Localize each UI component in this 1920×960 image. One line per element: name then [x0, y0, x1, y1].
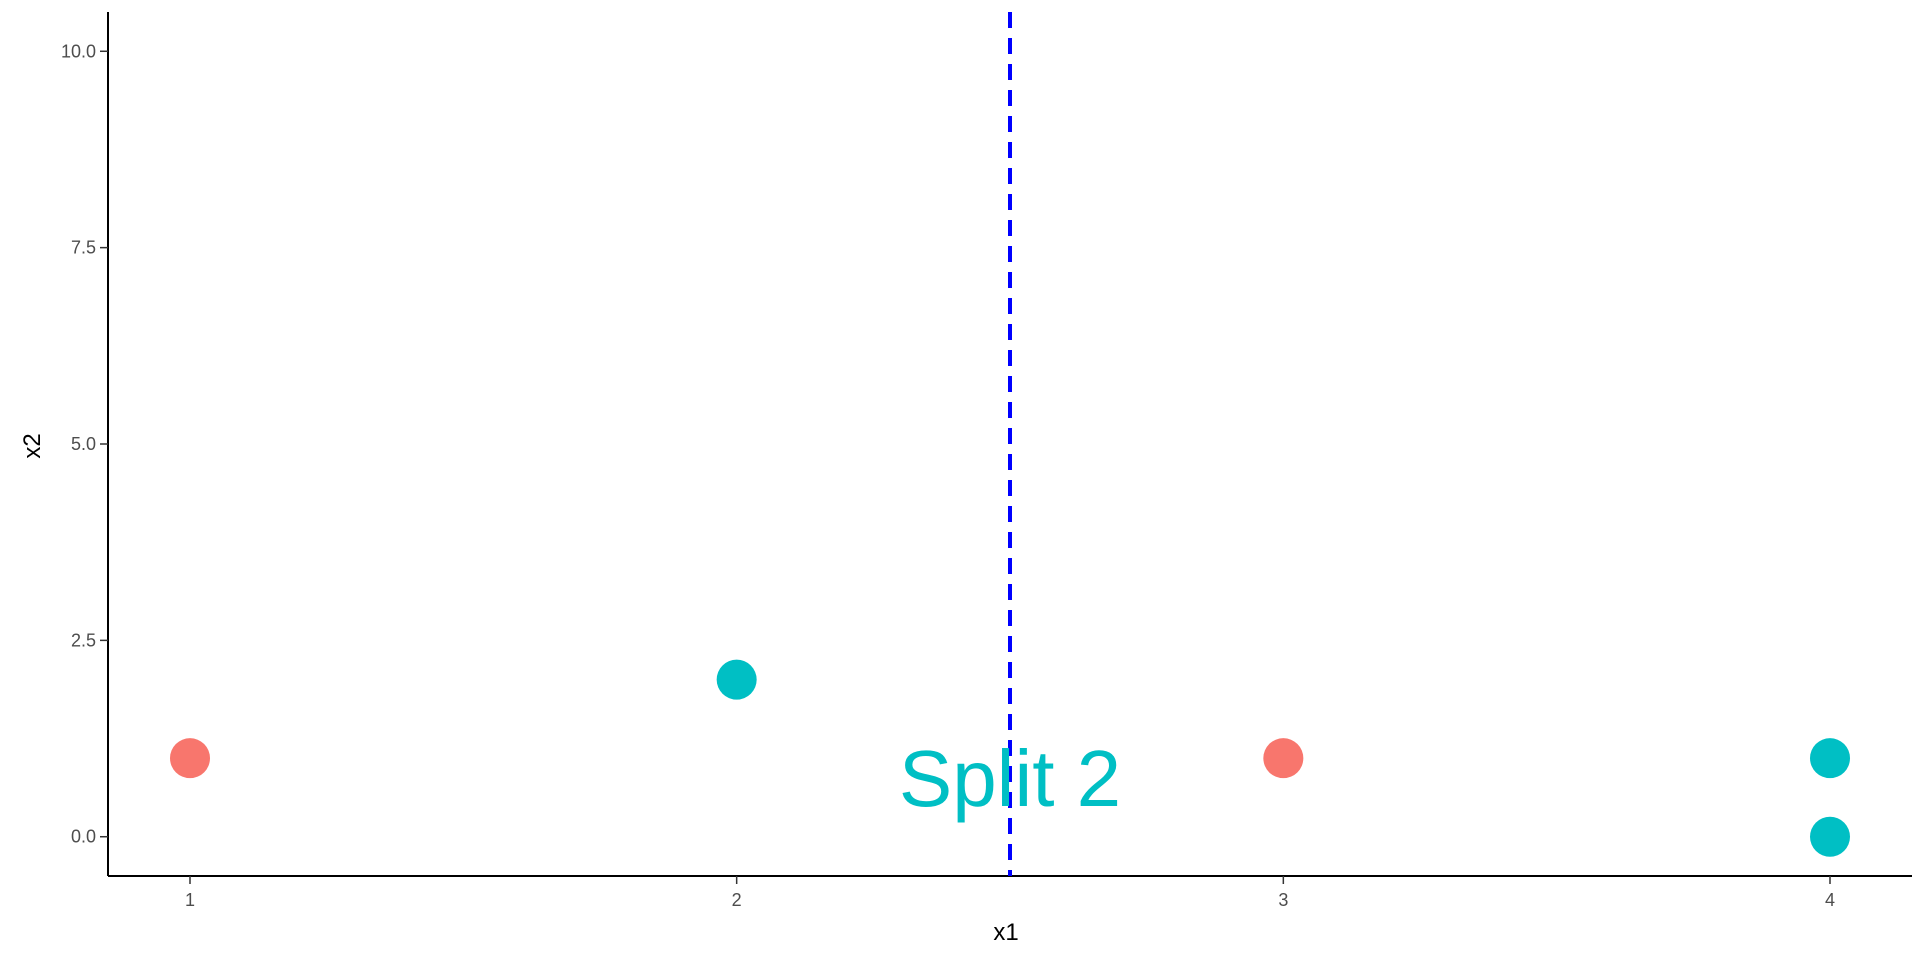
- y-tick-label: 0.0: [71, 827, 96, 847]
- y-axis-title: x2: [19, 433, 46, 458]
- y-tick-label: 5.0: [71, 434, 96, 454]
- x-tick-label: 1: [185, 890, 195, 910]
- data-point: [716, 659, 757, 700]
- x-tick-label: 4: [1825, 890, 1835, 910]
- data-point: [1810, 816, 1850, 857]
- x-tick-label: 3: [1278, 890, 1288, 910]
- data-point: [1263, 738, 1304, 779]
- axes: 1 2 3 4 0.0 2.5 5.0 7.5 10.0: [61, 12, 1912, 910]
- chart-marks: Split 2: [170, 12, 1850, 876]
- x-axis-title: x1: [993, 919, 1018, 946]
- axis-labels: x1 x2: [19, 433, 1019, 946]
- data-point: [1810, 738, 1850, 779]
- data-point: [170, 738, 210, 779]
- split-annotation: Split 2: [899, 734, 1121, 823]
- x-tick-label: 2: [732, 890, 742, 910]
- y-tick-label: 2.5: [71, 630, 96, 650]
- y-tick-label: 7.5: [71, 238, 96, 258]
- y-tick-label: 10.0: [61, 41, 96, 61]
